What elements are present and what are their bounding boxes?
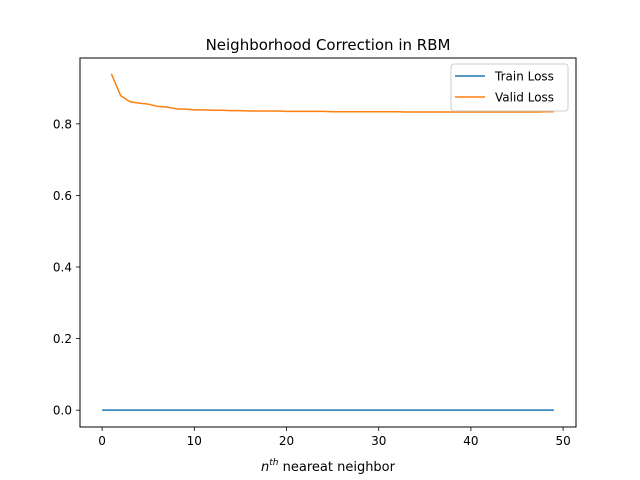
x-tick-label: 20 [279,434,294,448]
chart-title: Neighborhood Correction in RBM [206,36,451,54]
y-tick-label: 0.6 [53,189,72,203]
x-tick-label: 40 [463,434,478,448]
x-axis-label-rest: neareat neighbor [279,460,396,475]
legend: Train Loss Valid Loss [451,64,568,111]
x-axis-label-base: n [261,460,269,475]
legend-label-train-loss: Train Loss [494,70,554,84]
legend-label-valid-loss: Valid Loss [495,91,554,105]
x-tick-label: 10 [187,434,202,448]
y-tick-label: 0.4 [53,261,72,275]
x-axis-label: nth neareat neighbor [261,458,396,475]
x-axis-label-superscript: th [269,458,279,468]
y-tick-label: 0.0 [53,404,72,418]
y-tick-label: 0.2 [53,332,72,346]
x-tick-label: 50 [555,434,570,448]
y-tick-label: 0.8 [53,117,72,131]
x-tick-label: 0 [98,434,106,448]
x-tick-label: 30 [371,434,386,448]
